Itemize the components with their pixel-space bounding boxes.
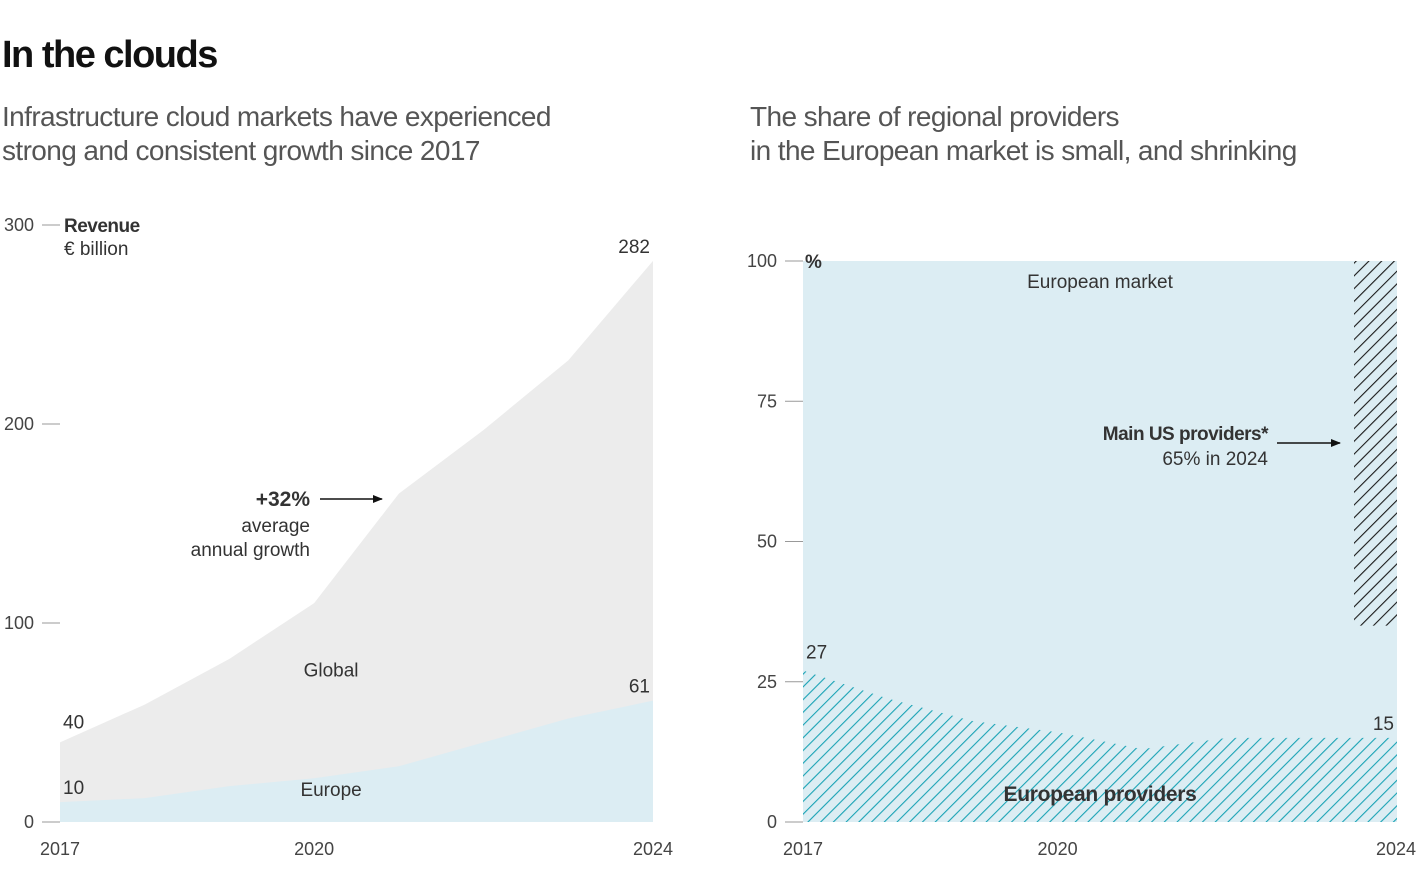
right-ytick-label: 100	[747, 251, 777, 271]
right-xtick-label: 2024	[1376, 839, 1416, 859]
us-providers-bar	[1354, 261, 1397, 626]
right-subtitle: The share of regional providers in the E…	[750, 100, 1297, 168]
right-ylabel: %	[805, 252, 822, 273]
eu-share-end-label: 15	[1373, 714, 1394, 735]
growth-annotation-line-1: average	[241, 516, 310, 537]
right-xtick-label: 2020	[1038, 839, 1078, 859]
europe-series-label: Europe	[300, 780, 361, 801]
european-market-label: European market	[1027, 272, 1173, 293]
global-area	[60, 260, 653, 822]
right-ytick-label: 25	[757, 672, 777, 692]
left-xtick-label: 2024	[633, 839, 673, 859]
left-ytick-label: 200	[4, 414, 34, 434]
right-subtitle-line-1: The share of regional providers	[750, 101, 1120, 132]
us-annotation-value: 65% in 2024	[1162, 449, 1268, 470]
left-ytick-label: 0	[24, 812, 34, 832]
left-ylabel: Revenue	[64, 216, 140, 237]
global-start-label: 40	[63, 712, 84, 733]
global-series-label: Global	[304, 661, 359, 682]
european-providers-label: European providers	[1004, 783, 1197, 806]
eu-share-start-label: 27	[806, 643, 827, 664]
left-chart: 0 100 200 300 2017 2020 2024 Revenue € billio…	[4, 215, 673, 859]
left-xtick-label: 2020	[294, 839, 334, 859]
right-chart: 0 25 50 75 100 2017 2020 2024 % European marke…	[747, 251, 1416, 859]
europe-end-label: 61	[629, 677, 650, 698]
left-xtick-label: 2017	[40, 839, 80, 859]
left-subtitle: Infrastructure cloud markets have experi…	[2, 100, 551, 168]
right-subtitle-line-2: in the European market is small, and shr…	[750, 135, 1297, 166]
left-subtitle-line-1: Infrastructure cloud markets have experi…	[2, 101, 551, 132]
growth-annotation-value: +32%	[256, 488, 311, 511]
right-ytick-label: 50	[757, 532, 777, 552]
left-ytick-label: 100	[4, 613, 34, 633]
chart-title: In the clouds	[2, 34, 218, 76]
global-end-label: 282	[618, 237, 650, 258]
growth-annotation-line-2: annual growth	[191, 540, 310, 561]
european-providers-area	[803, 670, 1397, 822]
left-subtitle-line-2: strong and consistent growth since 2017	[2, 135, 480, 166]
right-ytick-label: 0	[767, 812, 777, 832]
us-annotation-title: Main US providers*	[1103, 424, 1269, 445]
europe-start-label: 10	[63, 778, 84, 799]
europe-area	[60, 700, 653, 822]
left-yunit: € billion	[64, 239, 128, 260]
right-ytick-label: 75	[757, 391, 777, 411]
left-ytick-label: 300	[4, 215, 34, 235]
right-xtick-label: 2017	[783, 839, 823, 859]
